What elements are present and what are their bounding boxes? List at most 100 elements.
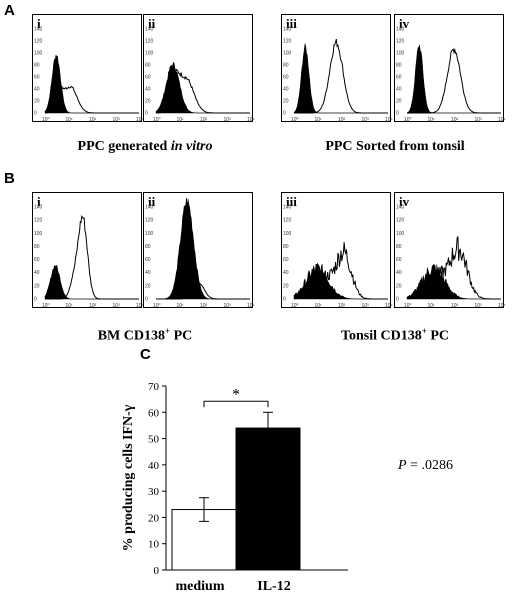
hist-y-tick: 60 xyxy=(145,75,151,81)
y-tick-label: 20 xyxy=(148,512,160,524)
hist-y-tick: 100 xyxy=(34,51,43,57)
hist-y-tick: 60 xyxy=(396,257,402,263)
hist-y-tick: 60 xyxy=(283,257,289,263)
hist-y-tick: 80 xyxy=(145,63,151,69)
error-bar xyxy=(199,497,209,522)
hist-y-tick: 60 xyxy=(34,75,40,81)
hist-x-tick: 10¹ xyxy=(315,303,323,309)
hist-y-tick: 100 xyxy=(145,51,154,57)
hist-y-tick: 100 xyxy=(283,51,292,57)
hist-y-tick: 120 xyxy=(396,218,405,224)
hist-y-tick: 120 xyxy=(396,39,405,45)
caption-text-suffix: PC xyxy=(170,328,193,344)
hist-x-tick: 10⁴ xyxy=(247,303,255,309)
hist-x-tick: 10³ xyxy=(113,303,121,309)
hist-x-tick: 10⁰ xyxy=(42,303,50,309)
category-label: medium xyxy=(176,579,225,594)
hist-y-tick: 140 xyxy=(34,205,43,211)
hist-y-tick: 20 xyxy=(145,99,151,105)
histogram-a-iii: iii 0 20 40 60 80 100 120 140 10⁰ 10¹ 10² 10³ 10⁴ xyxy=(281,14,393,123)
hist-y-tick: 40 xyxy=(34,87,40,93)
panel-b-letter: B xyxy=(4,170,15,187)
hist-x-tick: 10⁴ xyxy=(136,303,144,309)
y-tick-label: 70 xyxy=(148,381,160,393)
p-symbol: P xyxy=(398,458,407,473)
hist-y-tick: 80 xyxy=(34,244,40,250)
hist-y-tick: 140 xyxy=(396,205,405,211)
hist-x-tick: 10³ xyxy=(475,303,483,309)
hist-y-tick: 100 xyxy=(396,51,405,57)
hist-y-tick: 40 xyxy=(283,87,289,93)
hist-y-tick: 40 xyxy=(396,87,402,93)
plot-label: iii xyxy=(286,194,297,209)
hist-y-tick: 80 xyxy=(283,244,289,250)
hist-y-tick: 120 xyxy=(145,39,154,45)
hist-y-tick: 120 xyxy=(145,218,154,224)
open-histogram-trace xyxy=(156,282,250,300)
significance-bracket xyxy=(203,400,269,408)
hist-x-tick: 10⁰ xyxy=(153,303,161,309)
hist-y-tick: 80 xyxy=(396,63,402,69)
hist-y-tick: 20 xyxy=(283,283,289,289)
filled-histogram-trace xyxy=(406,44,501,114)
hist-y-tick: 20 xyxy=(34,99,40,105)
hist-y-tick: 0 xyxy=(34,111,37,117)
y-tick-label: 60 xyxy=(148,407,160,419)
hist-x-tick: 10² xyxy=(338,303,346,309)
hist-x-tick: 10⁴ xyxy=(498,117,506,123)
hist-y-tick: 0 xyxy=(283,111,286,117)
hist-x-tick: 10³ xyxy=(362,303,370,309)
error-bar xyxy=(263,411,273,445)
hist-x-tick: 10⁴ xyxy=(136,117,144,123)
hist-y-tick: 20 xyxy=(283,99,289,105)
hist-y-tick: 80 xyxy=(283,63,289,69)
hist-y-tick: 80 xyxy=(34,63,40,69)
hist-y-tick: 100 xyxy=(283,231,292,237)
open-histogram-trace xyxy=(293,242,388,300)
hist-x-tick: 10³ xyxy=(224,303,232,309)
hist-y-tick: 40 xyxy=(145,270,151,276)
hist-y-tick: 120 xyxy=(283,218,292,224)
histogram-b-iv: iv 0 20 40 60 80 100 120 140 10⁰ 10¹ 10² 10³ 10⁴ xyxy=(394,192,506,309)
hist-y-tick: 100 xyxy=(145,231,154,237)
histogram-b-ii: ii 0 20 40 60 80 100 120 140 10⁰ 10¹ 10² 10³ 10⁴ xyxy=(143,192,255,309)
hist-x-tick: 10⁰ xyxy=(404,303,412,309)
hist-x-tick: 10⁰ xyxy=(153,117,161,123)
panel-c-letter: C xyxy=(140,346,151,363)
plot-label: ii xyxy=(148,16,156,31)
hist-x-tick: 10¹ xyxy=(177,117,185,123)
filled-histogram-trace xyxy=(44,53,139,114)
histogram-b-iii: iii 0 20 40 60 80 100 120 140 10⁰ 10¹ 10² 10³ 10⁴ xyxy=(281,192,393,309)
hist-x-tick: 10¹ xyxy=(177,303,185,309)
hist-x-tick: 10¹ xyxy=(315,117,323,123)
filled-histogram-trace xyxy=(156,197,250,300)
panel-a-letter: A xyxy=(4,2,15,19)
y-tick-label: 10 xyxy=(148,539,160,551)
hist-x-tick: 10¹ xyxy=(428,117,436,123)
hist-y-tick: 0 xyxy=(396,111,399,117)
hist-x-tick: 10² xyxy=(89,117,97,123)
hist-x-tick: 10³ xyxy=(113,117,121,123)
plot-label: iv xyxy=(399,194,410,209)
hist-x-tick: 10² xyxy=(338,117,346,123)
hist-x-tick: 10³ xyxy=(475,117,483,123)
bar-il-12 xyxy=(235,427,301,571)
significance-star: * xyxy=(232,386,240,403)
hist-y-tick: 100 xyxy=(396,231,405,237)
hist-y-tick: 140 xyxy=(283,205,292,211)
panel-b-caption-right: Tonsil CD138+ PC xyxy=(300,326,490,345)
open-histogram-trace xyxy=(294,38,388,114)
hist-x-tick: 10¹ xyxy=(66,303,74,309)
open-histogram-trace xyxy=(406,236,501,300)
hist-x-tick: 10⁰ xyxy=(42,117,50,123)
hist-y-tick: 120 xyxy=(34,39,43,45)
hist-x-tick: 10⁴ xyxy=(247,117,255,123)
filled-histogram-trace xyxy=(293,262,388,300)
hist-y-tick: 40 xyxy=(396,270,402,276)
filled-histogram-trace xyxy=(293,43,388,114)
y-tick-label: 50 xyxy=(148,434,160,446)
open-histogram-trace xyxy=(407,47,501,114)
hist-y-tick: 120 xyxy=(283,39,292,45)
p-value-text: = .0286 xyxy=(406,458,453,473)
hist-x-tick: 10² xyxy=(200,117,208,123)
